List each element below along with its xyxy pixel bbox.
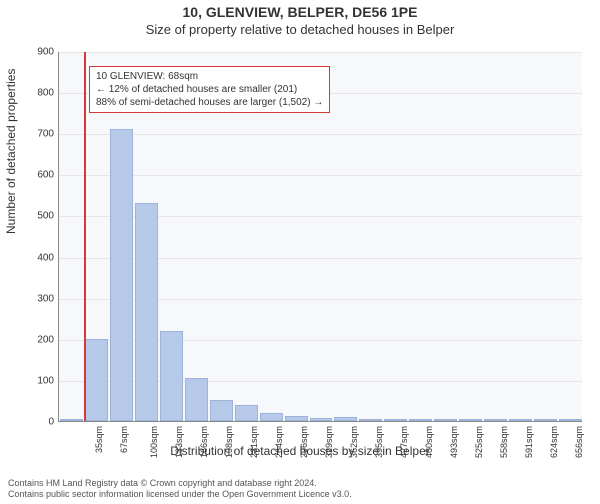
annotation-line: 10 GLENVIEW: 68sqm: [96, 70, 323, 83]
annotation-line: ← 12% of detached houses are smaller (20…: [96, 83, 323, 96]
histogram-bar: [409, 419, 432, 421]
histogram-bar: [210, 400, 233, 421]
annotation-box: 10 GLENVIEW: 68sqm← 12% of detached hous…: [89, 66, 330, 113]
chart-area: 010020030040050060070080090035sqm67sqm10…: [58, 52, 582, 422]
histogram-bar: [459, 419, 482, 421]
histogram-bar: [334, 417, 357, 421]
y-tick-label: 800: [24, 88, 54, 99]
histogram-bar: [260, 413, 283, 421]
annotation-line: 88% of semi-detached houses are larger (…: [96, 96, 323, 109]
histogram-bar: [235, 405, 258, 421]
histogram-bar: [359, 419, 382, 421]
y-tick-label: 0: [24, 417, 54, 428]
histogram-bar: [285, 416, 308, 421]
y-tick-label: 900: [24, 47, 54, 58]
y-tick-label: 300: [24, 293, 54, 304]
chart-subtitle: Size of property relative to detached ho…: [0, 22, 600, 37]
histogram-bar: [185, 378, 208, 421]
plot-region: 010020030040050060070080090035sqm67sqm10…: [58, 52, 582, 422]
histogram-bar: [534, 419, 557, 421]
footer-line-1: Contains HM Land Registry data © Crown c…: [8, 478, 592, 489]
histogram-bar: [484, 419, 507, 421]
property-marker-line: [84, 52, 86, 421]
histogram-bar: [559, 419, 582, 421]
y-tick-label: 200: [24, 334, 54, 345]
histogram-bar: [310, 418, 333, 421]
chart-title: 10, GLENVIEW, BELPER, DE56 1PE: [0, 4, 600, 20]
y-tick-label: 700: [24, 129, 54, 140]
footer-attribution: Contains HM Land Registry data © Crown c…: [8, 478, 592, 501]
histogram-bar: [384, 419, 407, 421]
y-tick-label: 100: [24, 375, 54, 386]
y-tick-label: 600: [24, 170, 54, 181]
histogram-bar: [85, 339, 108, 421]
footer-line-2: Contains public sector information licen…: [8, 489, 592, 500]
histogram-bar: [160, 331, 183, 421]
histogram-bar: [135, 203, 158, 421]
y-tick-label: 400: [24, 252, 54, 263]
y-axis-label: Number of detached properties: [4, 69, 18, 234]
histogram-bar: [509, 419, 532, 421]
histogram-bar: [60, 419, 83, 421]
y-tick-label: 500: [24, 211, 54, 222]
histogram-bar: [434, 419, 457, 421]
x-axis-label: Distribution of detached houses by size …: [0, 444, 600, 458]
gridline: [59, 52, 582, 53]
gridline: [59, 134, 582, 135]
gridline: [59, 175, 582, 176]
histogram-bar: [110, 129, 133, 421]
